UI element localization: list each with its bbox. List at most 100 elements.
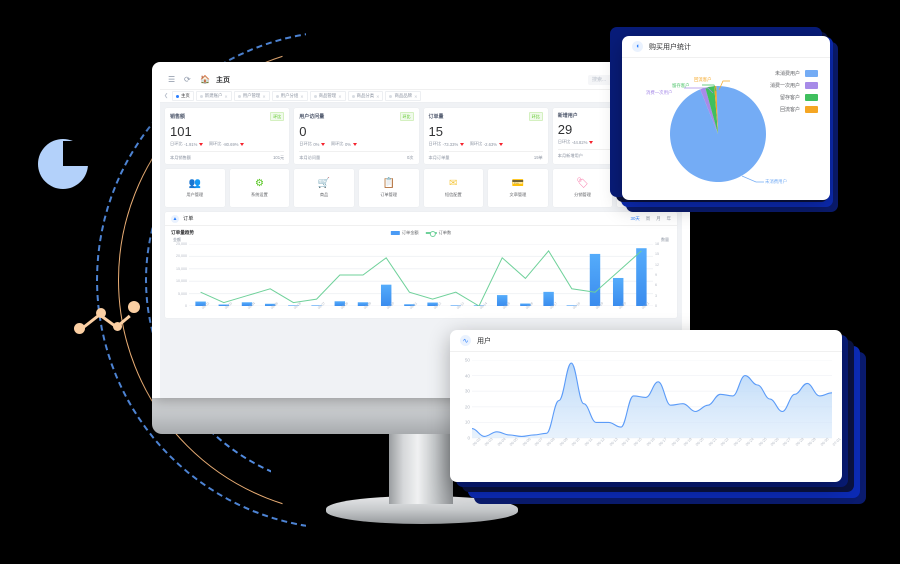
arrow-down-icon bbox=[352, 142, 357, 146]
close-icon[interactable]: ✕ bbox=[376, 93, 380, 99]
legend-label: 订单数 bbox=[438, 230, 452, 235]
area-plot bbox=[472, 360, 832, 439]
envelope-icon: ✉ bbox=[449, 177, 458, 189]
y-axis-right: 0 3 6 9 12 15 18 bbox=[655, 242, 659, 308]
stat-footer: 本月销售额 101元 bbox=[170, 151, 285, 164]
clipboard-icon: 📋 bbox=[382, 177, 395, 189]
stat-title: 销售额 bbox=[170, 114, 186, 120]
legend-item-amount[interactable]: 订单金额 bbox=[390, 230, 419, 236]
hamburger-icon[interactable]: ☰ bbox=[168, 74, 176, 84]
stat-foot-label: 本月访问量 bbox=[299, 155, 321, 160]
pie-legend-label: 消费一次用户 bbox=[769, 83, 800, 89]
users-icon: 👥 bbox=[188, 177, 202, 189]
home-icon[interactable]: 🏠 bbox=[200, 74, 210, 84]
stat-delta-daily: 日环比 -44.82% bbox=[558, 139, 593, 145]
arrow-down-icon bbox=[198, 142, 203, 146]
quick-menu-item-distribution[interactable]: 🏷 分销管理 bbox=[552, 169, 613, 207]
y-axis-left-caption: 金额 bbox=[173, 237, 181, 242]
tabs-scroll-left-icon[interactable]: ❮ bbox=[164, 93, 169, 99]
pie-callout-consumed-once: 消费一次用户 bbox=[646, 90, 673, 95]
dashboard-content: 销售额 环比 101 日环比 -1.91% 周环比 -80.69% 本月销售额 … bbox=[160, 103, 682, 318]
stat-card: 用户访问量 环比 0 日环比 0% 周环比 0% 本月访问量 0次 bbox=[294, 108, 419, 164]
legend-label: 订单金额 bbox=[401, 230, 419, 235]
quick-menu-item-settings[interactable]: ⚙ 系统设置 bbox=[229, 169, 290, 207]
close-icon[interactable]: ✕ bbox=[224, 93, 228, 99]
color-swatch bbox=[805, 106, 818, 113]
quick-menu-item-sms[interactable]: ✉ 短信配置 bbox=[423, 169, 484, 207]
quick-menu-label: 商品 bbox=[319, 191, 329, 197]
filter-30days[interactable]: 30天 bbox=[630, 215, 640, 221]
stat-value: 15 bbox=[428, 124, 443, 139]
decorative-pie-icon bbox=[38, 139, 88, 189]
tab-item[interactable]: 主页 bbox=[172, 91, 194, 101]
x-axis-labels: 06-02 06-03 06-04 06-05 06-06 06-07 06-08 06-09… bbox=[472, 437, 842, 447]
pie-window-header: ◖ 购买用户统计 bbox=[622, 36, 830, 58]
stat-card: 订单量 环比 15 日环比 -73.33% 周环比 -2.63% 本月订单量 1… bbox=[423, 108, 548, 164]
tag-icon: 🏷 bbox=[576, 177, 589, 189]
close-icon[interactable]: ✕ bbox=[262, 93, 266, 99]
quick-menu-item-user[interactable]: 👥 用户管理 bbox=[165, 169, 225, 207]
tab-bar: ❮ 主页 新建账户 ✕ 用户管理 ✕ 用户分组 bbox=[160, 90, 682, 103]
quick-menu-label: 系统设置 bbox=[251, 191, 268, 197]
legend-item-count[interactable]: 订单数 bbox=[425, 230, 452, 236]
tab-item[interactable]: 商品管理 ✕ bbox=[309, 91, 346, 101]
close-icon[interactable]: ✕ bbox=[300, 93, 304, 99]
tab-label: 用户管理 bbox=[242, 93, 261, 98]
stat-footer: 本月访问量 0次 bbox=[299, 151, 414, 164]
user-window: ∿ 用户 0 10 20 30 40 50 06-02 06-03 06-04 06-05 06-… bbox=[450, 330, 842, 482]
order-panel: ▲ 订单 30天 周 月 年 订单量趋势 bbox=[165, 212, 677, 318]
tab-item[interactable]: 商品分类 ✕ bbox=[347, 91, 384, 101]
quick-menu-item-product[interactable]: 🛒 商品 bbox=[294, 169, 354, 207]
monitor-neck bbox=[389, 432, 453, 504]
tab-item[interactable]: 新建账户 ✕ bbox=[195, 91, 232, 101]
pie-legend-item[interactable]: 消费一次用户 bbox=[770, 82, 818, 89]
order-panel-header: ▲ 订单 30天 周 月 年 bbox=[165, 212, 677, 226]
pie-chart-icon: ◖ bbox=[632, 41, 643, 52]
tab-label: 用户分组 bbox=[280, 93, 299, 98]
close-icon[interactable]: ✕ bbox=[338, 93, 342, 99]
refresh-icon[interactable]: ⟳ bbox=[184, 74, 191, 84]
stat-foot-value: 101元 bbox=[273, 155, 285, 160]
quick-menu-label: 分销管理 bbox=[574, 191, 591, 197]
tab-label: 商品品牌 bbox=[394, 93, 413, 98]
arrow-down-icon bbox=[498, 142, 503, 146]
stat-title: 用户访问量 bbox=[299, 114, 325, 120]
filter-year[interactable]: 年 bbox=[666, 215, 671, 221]
tab-item[interactable]: 商品品牌 ✕ bbox=[385, 91, 422, 101]
decorative-node-graph bbox=[72, 295, 142, 350]
page-title: 主页 bbox=[216, 76, 230, 84]
tab-dot-icon bbox=[237, 94, 241, 98]
order-time-filters: 30天 周 月 年 bbox=[631, 216, 672, 222]
pie-window-stack: ◖ 购买用户统计 未消费用户 消费一次用户 留存客户 回流客户 bbox=[604, 22, 854, 222]
quick-menu-item-article[interactable]: 💳 文章管理 bbox=[488, 169, 548, 207]
order-chart-subtitle: 订单量趋势 bbox=[171, 230, 194, 235]
filter-week[interactable]: 周 bbox=[645, 215, 651, 221]
pie-legend-item[interactable]: 未消费用户 bbox=[775, 70, 818, 77]
pie-legend-item[interactable]: 回流客户 bbox=[780, 106, 818, 113]
cart-icon: 🛒 bbox=[317, 177, 331, 189]
pie-chart bbox=[670, 86, 766, 182]
stat-foot-value: 19单 bbox=[533, 155, 543, 160]
filter-month[interactable]: 月 bbox=[656, 215, 661, 221]
tab-item[interactable]: 用户分组 ✕ bbox=[271, 91, 308, 101]
status-badge: 环比 bbox=[399, 112, 414, 121]
quick-menu-label: 订单管理 bbox=[380, 191, 398, 197]
arrow-down-icon bbox=[240, 142, 245, 146]
stat-foot-value: 0次 bbox=[406, 155, 414, 160]
quick-menu-label: 文章管理 bbox=[509, 191, 527, 197]
tab-label: 商品分类 bbox=[356, 93, 375, 98]
pie-legend-label: 留存客户 bbox=[779, 95, 800, 101]
pie-legend: 未消费用户 消费一次用户 留存客户 回流客户 bbox=[770, 70, 818, 113]
close-icon[interactable]: ✕ bbox=[414, 93, 418, 99]
tab-dot-icon bbox=[351, 94, 355, 98]
pie-legend-item[interactable]: 留存客户 bbox=[780, 94, 818, 101]
y-axis-labels: 0 10 20 30 40 50 bbox=[464, 357, 470, 441]
y-axis-left: 0 5,000 10,000 15,000 20,000 25,000 bbox=[176, 242, 187, 308]
tab-item[interactable]: 用户管理 ✕ bbox=[233, 91, 270, 101]
stat-delta-weekly: 周环比 0% bbox=[331, 141, 357, 147]
quick-menu: 👥 用户管理 ⚙ 系统设置 🛒 商品 📋 订单管理 bbox=[165, 169, 677, 207]
quick-menu-item-order[interactable]: 📋 订单管理 bbox=[358, 169, 419, 207]
stat-deltas: 日环比 -44.82% bbox=[558, 139, 672, 145]
stat-delta-weekly: 周环比 -2.63% bbox=[470, 141, 503, 147]
stat-delta-daily: 日环比 0% bbox=[299, 141, 325, 147]
